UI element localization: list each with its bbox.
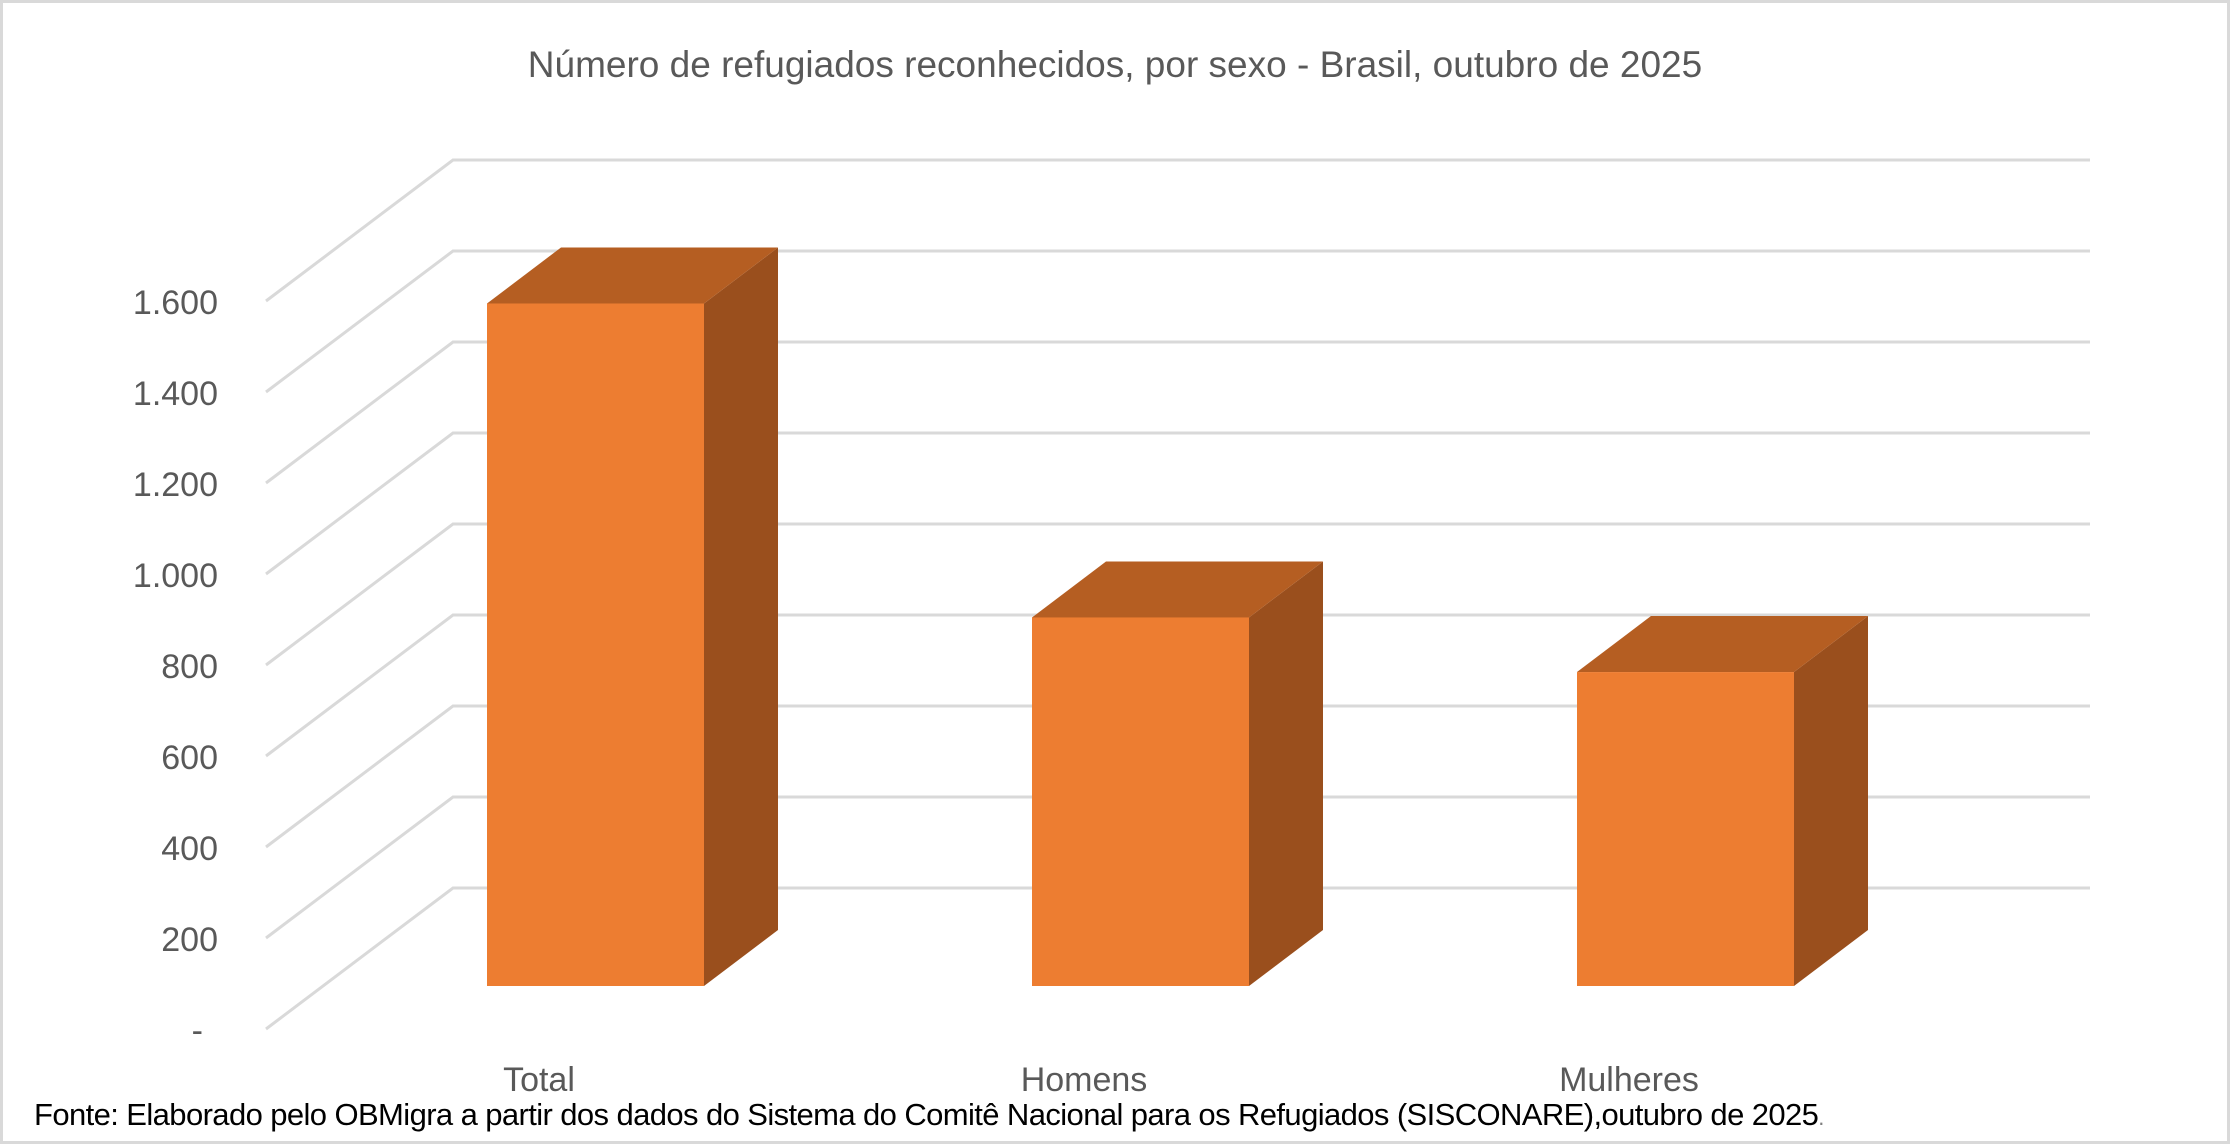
- bar-side-face: [1249, 561, 1323, 986]
- bar-mulheres: [1577, 616, 1868, 986]
- source-footnote: Fonte: Elaborado pelo OBMigra a partir d…: [34, 1097, 1824, 1133]
- bar-top-face: [1577, 616, 1868, 673]
- y-tick-label: -: [191, 1012, 203, 1050]
- y-tick-label: 1.200: [132, 466, 218, 504]
- bar-side-face: [704, 247, 778, 986]
- gridline: [265, 158, 2090, 303]
- chart-title: Número de refugiados reconhecidos, por s…: [527, 44, 1703, 85]
- bar-top-face: [487, 247, 778, 304]
- gridlines: [265, 158, 2090, 1031]
- gridline: [265, 704, 2090, 849]
- bars: [487, 247, 1868, 986]
- x-tick-label-homens: Homens: [1020, 1061, 1148, 1099]
- y-tick-label: 600: [161, 739, 218, 777]
- bar-top-face: [1032, 561, 1323, 618]
- x-tick-label-mulheres: Mulheres: [1559, 1061, 1699, 1099]
- gridline: [265, 431, 2090, 576]
- bar-front-face: [1032, 617, 1249, 986]
- bar-total: [487, 247, 778, 986]
- y-tick-label: 800: [161, 648, 218, 686]
- y-tick-label: 1.000: [132, 557, 218, 595]
- gridline: [265, 249, 2090, 394]
- bar-front-face: [487, 303, 704, 986]
- bar-front-face: [1577, 672, 1794, 986]
- y-tick-label: 400: [161, 830, 218, 868]
- source-text: Fonte: Elaborado pelo OBMigra a partir d…: [34, 1097, 1819, 1132]
- gridline: [265, 613, 2090, 758]
- source-period: .: [1818, 1105, 1824, 1130]
- gridline: [265, 795, 2090, 940]
- y-tick-label: 1.400: [132, 375, 218, 413]
- gridline: [265, 522, 2090, 667]
- bar-homens: [1032, 561, 1323, 986]
- gridline: [265, 886, 2090, 1031]
- y-tick-label: 200: [161, 921, 218, 959]
- y-tick-label: 1.600: [132, 284, 218, 322]
- bar-side-face: [1794, 616, 1868, 986]
- x-tick-label-total: Total: [503, 1061, 575, 1099]
- gridline: [265, 340, 2090, 485]
